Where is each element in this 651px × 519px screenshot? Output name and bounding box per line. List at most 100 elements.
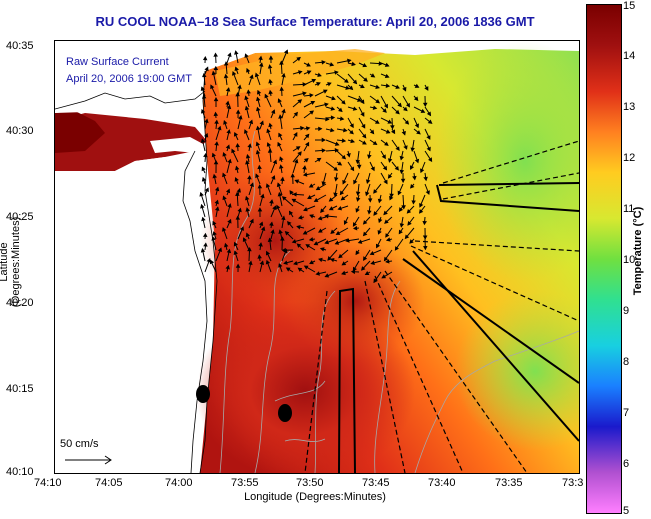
current-vector-head [425, 190, 430, 195]
xtick-label: 73:55 [231, 477, 259, 489]
current-vector-head [394, 246, 399, 251]
current-vector-head [256, 106, 261, 112]
current-vector-head [259, 120, 264, 126]
current-vector-head [377, 198, 383, 204]
current-vector-head [202, 55, 208, 61]
legend-timestamp: April 20, 2006 19:00 GMT [66, 73, 192, 85]
current-vector-head [341, 138, 347, 143]
current-vector-head [364, 271, 370, 275]
current-vector-head [204, 66, 209, 72]
current-vector-head [422, 235, 428, 240]
current-vector-head [385, 259, 390, 264]
current-vector-head [320, 208, 325, 214]
scale-label: 50 cm/s [60, 438, 99, 450]
current-vector-head [381, 154, 386, 160]
current-vector-head [279, 86, 284, 91]
current-vector-head [360, 84, 365, 89]
current-vector-head [329, 62, 335, 67]
current-vector-head [293, 111, 298, 117]
current-vector-head [384, 73, 390, 78]
current-vector-head [304, 141, 310, 147]
current-vector-head [269, 199, 274, 204]
current-vector-head [365, 191, 370, 197]
current-vector-head [352, 225, 358, 231]
current-vector-head [409, 239, 414, 244]
current-vector-head [391, 129, 396, 135]
current-vector-head [308, 237, 314, 242]
current-vector-head [334, 177, 339, 182]
current-vector-head [333, 166, 339, 171]
current-vector-head [245, 159, 250, 165]
current-vector-head [309, 110, 315, 115]
current-vector-head [258, 62, 264, 67]
current-vector-head [365, 179, 371, 185]
current-vector-head [233, 131, 239, 137]
current-vector-head [337, 161, 343, 166]
current-vector-head [323, 89, 328, 94]
current-vector-head [213, 111, 219, 117]
current-vector-head [413, 96, 419, 102]
current-vector-head [383, 179, 388, 185]
current-vector-head [304, 133, 310, 139]
current-vector-head [385, 129, 391, 134]
current-vector-head [244, 105, 250, 111]
current-vector-head [338, 253, 343, 259]
current-vector-head [345, 238, 350, 243]
current-vector-head [302, 165, 307, 170]
current-vector-head [245, 207, 250, 212]
colorbar-label: Temperature (°C) [632, 206, 644, 296]
current-vector-head [248, 260, 253, 266]
current-vector-head [334, 240, 340, 245]
xtick-label: 74:05 [95, 477, 123, 489]
current-vector-head [383, 210, 388, 216]
current-vector-head [277, 141, 282, 147]
current-vector-head [257, 184, 263, 189]
current-vector-head [213, 96, 219, 102]
current-vector-head [375, 84, 381, 90]
current-vector-head [199, 191, 204, 197]
current-vector-head [328, 197, 334, 202]
current-vector-head [343, 127, 348, 133]
current-vector-head [260, 193, 265, 199]
station-marker-north [196, 385, 210, 403]
current-vector-head [303, 265, 309, 270]
current-vector-head [309, 260, 314, 265]
xtick-label: 73:50 [296, 477, 324, 489]
current-vector-head [266, 142, 272, 147]
current-vector-head [410, 183, 415, 189]
current-vector-head [277, 191, 283, 197]
current-vector-head [280, 176, 285, 182]
current-vector-head [246, 89, 251, 94]
current-vector-head [397, 190, 402, 196]
current-vector-head [361, 123, 366, 129]
current-vector-head [221, 227, 227, 232]
current-vector-head [223, 73, 229, 79]
x-axis-label: Longitude (Degrees:Minutes) [244, 491, 386, 503]
xtick-label: 73:35 [495, 477, 523, 489]
current-vector-head [260, 226, 266, 231]
current-vector-head [237, 207, 242, 213]
colorbar-tick: 15 [623, 0, 636, 12]
current-vector-head [383, 256, 389, 262]
current-vector-head [347, 58, 352, 64]
current-vector-head [316, 157, 322, 162]
current-vector-head [292, 192, 297, 197]
current-vector-head [306, 70, 312, 75]
current-vector-head [384, 141, 389, 146]
current-vector-head [363, 77, 368, 82]
current-vector-head [357, 239, 363, 244]
current-vector-head [341, 261, 347, 266]
current-vector-head [235, 92, 240, 97]
current-vector-head [360, 266, 366, 271]
colorbar-tick: 13 [623, 101, 636, 113]
current-vector-head [401, 130, 406, 136]
current-vector-head [387, 158, 393, 163]
current-vector-head [352, 222, 357, 227]
current-vector-head [201, 166, 206, 172]
current-vector-head [341, 99, 346, 105]
colorbar-tick: 12 [623, 152, 636, 164]
current-vector-head [420, 108, 426, 113]
current-vector-head [317, 228, 323, 233]
current-vector-head [351, 61, 356, 67]
current-vector-head [281, 108, 286, 114]
